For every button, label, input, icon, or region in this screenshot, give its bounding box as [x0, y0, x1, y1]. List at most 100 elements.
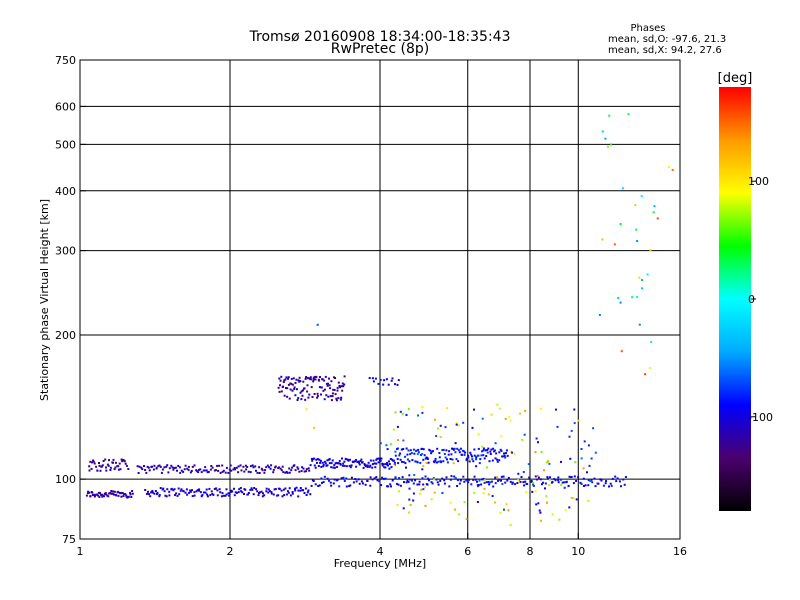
data-point	[330, 462, 333, 465]
data-point	[509, 419, 512, 422]
data-point	[418, 480, 421, 483]
data-point	[394, 383, 396, 386]
data-point	[207, 470, 210, 473]
data-point	[623, 483, 626, 486]
data-point	[501, 483, 504, 485]
data-point	[450, 453, 453, 456]
data-point	[209, 468, 212, 471]
data-point	[279, 384, 281, 387]
data-point	[331, 459, 334, 462]
data-point	[155, 466, 158, 469]
data-point	[172, 468, 175, 471]
x-axis-label: Frequency [MHz]	[334, 557, 426, 570]
data-point	[352, 481, 355, 484]
data-point	[131, 492, 134, 495]
data-point	[316, 395, 319, 398]
data-point	[649, 249, 652, 252]
data-point	[499, 448, 502, 451]
data-point	[490, 480, 493, 483]
data-point	[161, 468, 164, 471]
data-point	[336, 389, 339, 392]
data-point	[458, 482, 461, 485]
x-tick-label: 2	[227, 545, 234, 558]
data-point	[300, 470, 303, 473]
data-point	[104, 458, 107, 461]
data-point	[299, 380, 302, 383]
y-tick-label: 100	[55, 473, 76, 486]
data-point	[159, 465, 162, 468]
data-point	[334, 393, 337, 396]
data-point	[534, 490, 537, 493]
data-point	[294, 489, 297, 492]
data-point	[554, 479, 557, 482]
data-point	[471, 426, 474, 429]
data-point	[546, 501, 548, 504]
data-point	[492, 485, 495, 488]
data-point	[138, 465, 141, 468]
data-point	[667, 165, 670, 168]
data-point	[366, 464, 369, 467]
data-point	[296, 388, 298, 391]
data-point	[331, 392, 334, 395]
data-point	[113, 493, 115, 496]
data-point	[241, 491, 244, 494]
data-point	[590, 478, 593, 481]
data-point	[456, 447, 459, 450]
data-point	[462, 421, 465, 424]
data-point	[298, 380, 301, 383]
data-point	[437, 427, 439, 430]
data-point	[305, 470, 308, 473]
data-point	[247, 492, 250, 494]
data-point	[547, 477, 549, 480]
data-point	[317, 485, 320, 487]
data-point	[470, 483, 473, 486]
data-point	[441, 477, 444, 480]
data-point	[549, 476, 551, 479]
data-point	[392, 459, 395, 462]
data-point	[495, 452, 498, 455]
data-point	[535, 478, 538, 481]
data-point	[380, 457, 383, 460]
chart-subtitle: RwPretec (8p)	[331, 41, 429, 57]
data-point	[376, 479, 379, 482]
data-point	[305, 494, 308, 496]
data-point	[445, 449, 448, 452]
data-points	[85, 113, 674, 526]
data-point	[570, 429, 573, 432]
data-point	[391, 479, 394, 482]
data-point	[328, 458, 331, 461]
data-point	[299, 489, 302, 492]
data-point	[480, 483, 483, 486]
data-point	[98, 464, 101, 467]
data-point	[539, 511, 542, 514]
data-point	[594, 485, 597, 488]
data-point	[496, 403, 499, 406]
data-point	[326, 459, 329, 462]
data-point	[377, 461, 380, 464]
data-point	[336, 386, 339, 389]
data-point	[341, 464, 344, 467]
data-point	[165, 495, 168, 498]
data-point	[349, 466, 352, 469]
data-point	[233, 487, 235, 490]
data-point	[204, 466, 207, 469]
data-point	[328, 377, 330, 380]
data-point	[568, 506, 571, 509]
data-point	[483, 487, 486, 490]
data-point	[469, 451, 472, 454]
data-point	[507, 509, 510, 512]
data-point	[316, 392, 319, 395]
data-point	[528, 476, 531, 479]
data-point	[107, 464, 110, 467]
data-point	[309, 464, 312, 467]
data-point	[389, 483, 392, 486]
data-point	[594, 451, 597, 454]
data-point	[548, 484, 551, 487]
data-point	[187, 465, 190, 468]
data-point	[314, 378, 317, 381]
data-point	[329, 395, 332, 398]
data-point	[292, 377, 295, 380]
data-point	[519, 412, 522, 415]
data-point	[109, 492, 112, 494]
data-point	[323, 398, 326, 401]
